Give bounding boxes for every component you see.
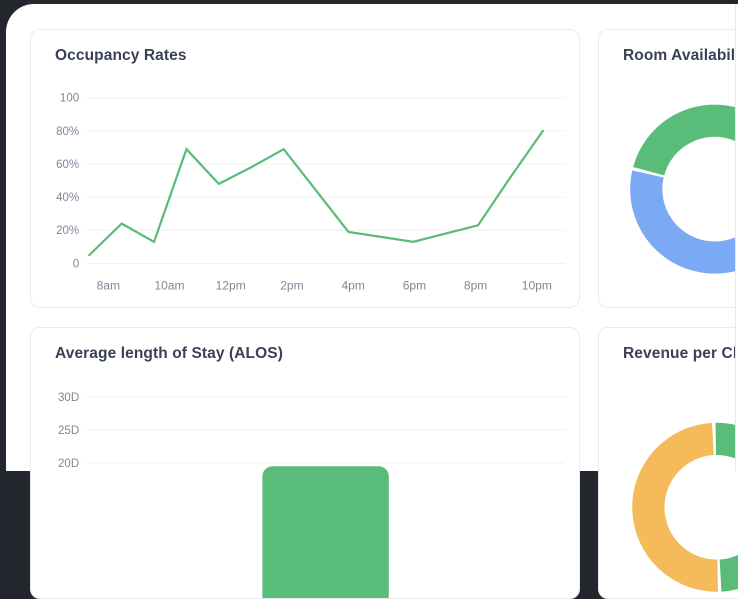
svg-text:10pm: 10pm [522,278,552,292]
card-title-room-availability: Room Availability [623,47,738,64]
card-room-availability: Room Availability [598,29,738,308]
svg-text:20D: 20D [58,458,79,470]
dashboard-screen: { "page": { "chrome_color": "#23262c", "… [6,4,738,599]
svg-text:80%: 80% [56,126,79,138]
revenue-per-channel-donut-chart [599,328,738,598]
svg-text:60%: 60% [56,159,79,171]
svg-text:20%: 20% [56,225,79,237]
svg-text:8am: 8am [97,278,120,292]
svg-text:10am: 10am [154,278,184,292]
card-title-occupancy: Occupancy Rates [55,47,187,64]
vertical-scrollbar[interactable] [735,4,738,471]
alos-bar-chart: 30D 25D 20D [31,328,579,598]
svg-text:25D: 25D [58,425,79,437]
svg-text:40%: 40% [56,192,79,204]
svg-text:30D: 30D [58,392,79,404]
occupancy-line-chart: 100 80% 60% 40% 20% 0 8am 10am 12pm 2pm 4pm 6pm 8pm 1… [31,30,579,307]
card-occupancy-rates: 100 80% 60% 40% 20% 0 8am 10am 12pm 2pm 4pm 6pm 8pm 1… [30,29,580,308]
svg-text:100: 100 [60,93,79,105]
svg-text:4pm: 4pm [341,278,364,292]
card-revenue-per-channel: Revenue per Channel [598,327,738,599]
card-title-alos: Average length of Stay (ALOS) [55,345,283,362]
svg-text:2pm: 2pm [280,278,303,292]
svg-text:6pm: 6pm [403,278,426,292]
room-availability-donut-chart [599,30,738,307]
svg-text:12pm: 12pm [216,278,246,292]
svg-text:8pm: 8pm [464,278,487,292]
svg-text:0: 0 [73,258,79,270]
card-average-length-of-stay: 30D 25D 20D Average length of Stay (ALOS) [30,327,580,599]
card-title-revenue: Revenue per Channel [623,345,738,362]
